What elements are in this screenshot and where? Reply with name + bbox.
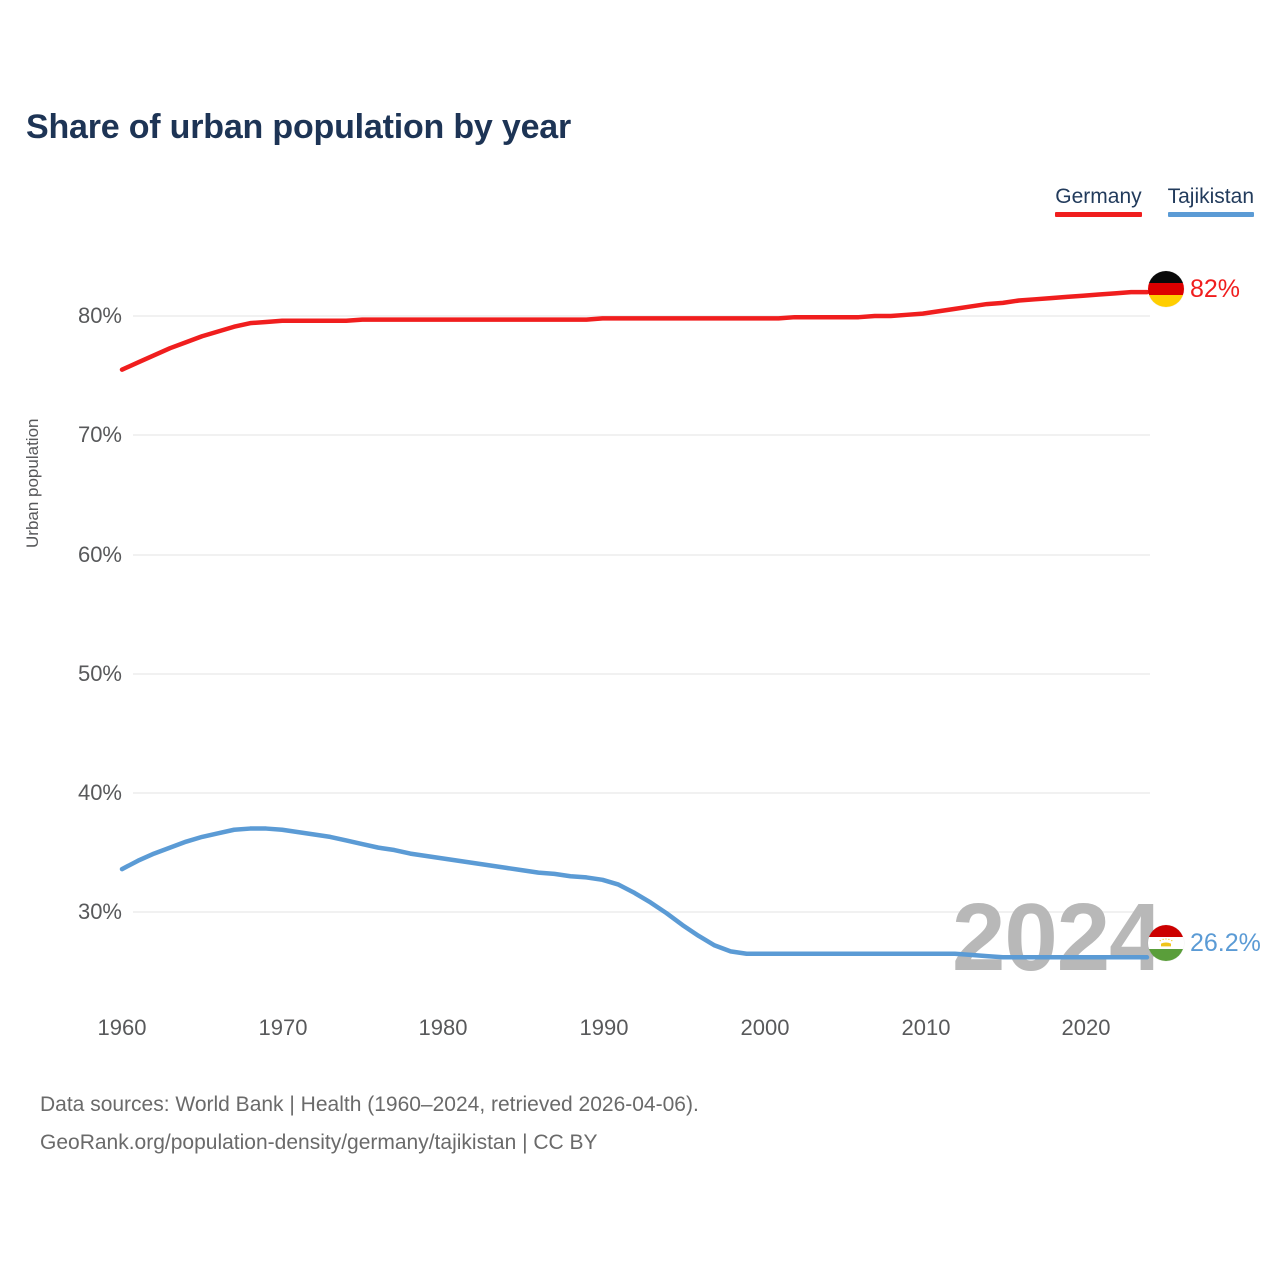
endpoint-value-tajikistan: 26.2% [1190,928,1261,957]
gridline-30 [133,911,1150,913]
endpoint-value-germany: 82% [1190,274,1241,303]
y-tick-50: 50% [77,661,122,686]
x-tick-2000: 2000 [740,1015,790,1040]
endpoint-tajikistan: 26.2% [1148,925,1261,961]
crown-emblem-icon [1159,938,1173,947]
series-line-tajikistan [119,826,1150,960]
y-tick-40: 40% [77,780,122,805]
gridline-80 [133,315,1150,317]
legend-item-germany[interactable]: Germany [1055,184,1142,217]
x-tick-1970: 1970 [258,1015,308,1040]
chart-legend: Germany Tajikistan [1055,184,1254,217]
legend-swatch-germany [1055,212,1142,217]
x-tick-2010: 2010 [901,1015,951,1040]
gridline-70 [133,434,1150,436]
series-line-germany [119,289,1150,372]
page-title: Share of urban population by year [26,108,572,146]
gridline-50 [133,673,1150,675]
legend-item-tajikistan[interactable]: Tajikistan [1167,184,1254,217]
legend-swatch-tajikistan [1167,212,1254,217]
flag-germany-icon [1148,271,1184,307]
y-tick-30: 30% [77,899,122,924]
year-watermark: 2024 [952,884,1163,991]
legend-label-tajikistan: Tajikistan [1167,185,1254,208]
x-tick-2020: 2020 [1061,1015,1111,1040]
endpoint-germany: 82% [1148,271,1240,307]
chart-footer: Data sources: World Bank | Health (1960–… [40,1086,699,1162]
y-tick-60: 60% [77,542,122,567]
gridline-40 [133,792,1150,794]
y-tick-70: 70% [77,422,122,447]
gridline-60 [133,554,1150,556]
y-tick-80: 80% [77,303,122,328]
footer-data-sources: Data sources: World Bank | Health (1960–… [40,1093,699,1116]
footer-attribution: GeoRank.org/population-density/germany/t… [40,1131,598,1154]
x-tick-1960: 1960 [97,1015,147,1040]
x-tick-1980: 1980 [418,1015,468,1040]
legend-label-germany: Germany [1055,185,1142,208]
y-axis-ticks: 80% 70% 60% 50% 40% 30% [0,0,122,1280]
flag-tajikistan-icon [1148,925,1184,961]
x-tick-1990: 1990 [579,1015,629,1040]
